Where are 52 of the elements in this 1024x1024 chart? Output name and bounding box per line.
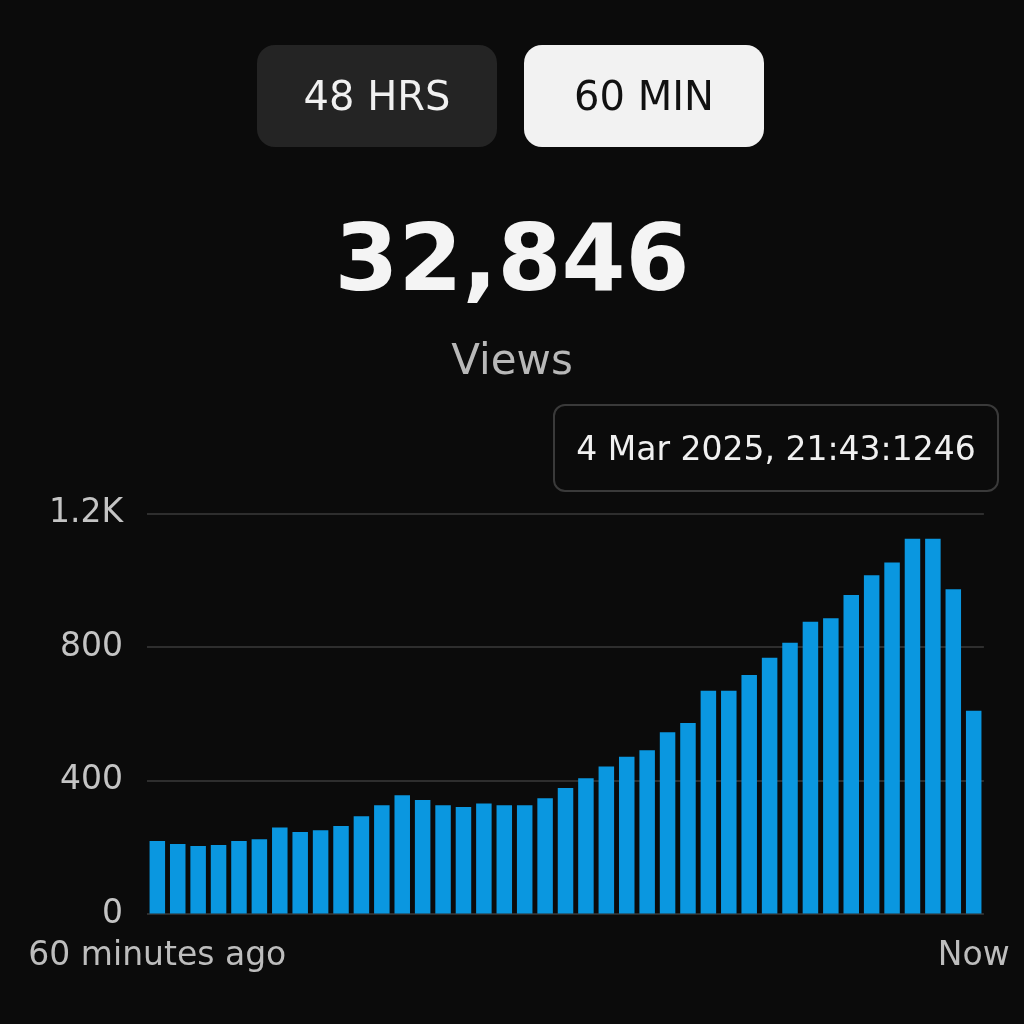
bar xyxy=(292,831,308,914)
y-tick-label: 800 xyxy=(60,624,124,664)
bar xyxy=(414,799,431,914)
bar xyxy=(333,825,349,914)
bar xyxy=(884,562,900,914)
bar xyxy=(272,827,288,914)
text: 48 HRS xyxy=(257,45,497,147)
bar xyxy=(741,675,757,914)
bar xyxy=(659,732,676,914)
bar xyxy=(516,805,533,914)
text: 60 MIN xyxy=(524,45,764,147)
bar xyxy=(700,690,717,914)
bar xyxy=(925,538,941,914)
bar xyxy=(904,538,921,914)
x-tick-label: Now xyxy=(937,933,1010,973)
bar xyxy=(823,618,839,914)
x-tick-label: 60 minutes ago xyxy=(28,933,287,973)
bar xyxy=(374,805,390,914)
bar xyxy=(394,795,410,914)
bar xyxy=(680,723,696,914)
bar xyxy=(578,778,594,914)
bar xyxy=(149,840,166,914)
y-tick-label: 400 xyxy=(60,758,124,798)
bar xyxy=(455,806,472,914)
bar xyxy=(618,756,635,914)
bar xyxy=(598,766,615,914)
bar xyxy=(251,839,268,914)
bar xyxy=(231,840,247,914)
bar xyxy=(802,621,819,914)
bar xyxy=(721,690,737,914)
chart-title: 32,846 xyxy=(333,205,691,312)
bar xyxy=(496,805,513,914)
bar xyxy=(435,805,451,914)
bar xyxy=(190,845,206,914)
bar xyxy=(782,642,798,914)
bar xyxy=(312,830,329,914)
bar xyxy=(863,575,880,914)
bar xyxy=(945,589,962,914)
bar xyxy=(557,787,574,914)
y-tick-label: 1.2K xyxy=(49,491,125,531)
text: 4 Mar 2025, 21:43:1246 xyxy=(553,404,999,492)
bar xyxy=(476,803,492,914)
bar xyxy=(210,844,227,914)
chart-subtitle: Views xyxy=(450,335,574,384)
bar xyxy=(537,798,553,914)
bar xyxy=(965,710,982,914)
bar xyxy=(843,594,859,914)
y-tick-label: 0 xyxy=(102,891,124,931)
bar xyxy=(169,843,186,914)
bar xyxy=(639,750,655,914)
bar xyxy=(761,657,778,914)
bar xyxy=(353,816,370,914)
